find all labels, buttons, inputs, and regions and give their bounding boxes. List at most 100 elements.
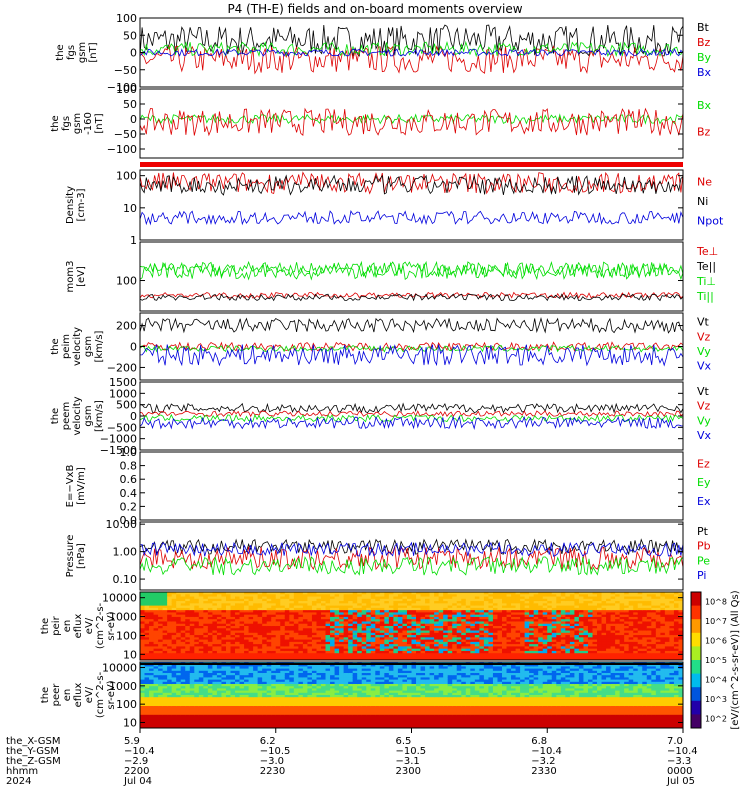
heatmap-cell xyxy=(406,639,413,643)
heatmap-cell xyxy=(302,719,308,722)
heatmap-cell xyxy=(316,666,322,670)
heatmap-cell xyxy=(416,639,422,643)
heatmap-cell xyxy=(235,598,241,602)
heatmap-cell xyxy=(443,603,449,607)
heatmap-cell xyxy=(307,673,313,676)
heatmap-cell xyxy=(583,657,589,661)
heatmap-cell xyxy=(597,632,603,636)
heatmap-cell xyxy=(533,635,539,638)
heatmap-cell xyxy=(212,596,218,600)
heatmap-cell xyxy=(619,603,625,607)
heatmap-cell xyxy=(171,598,177,602)
heatmap-cell xyxy=(167,628,173,632)
heatmap-cell xyxy=(361,657,367,661)
heatmap-cell xyxy=(497,601,503,604)
y-tick-label: 100 xyxy=(116,12,137,25)
heatmap-cell xyxy=(225,695,232,698)
y-axis-label: [nT] xyxy=(88,42,99,62)
heatmap-cell xyxy=(248,655,254,659)
heatmap-cell xyxy=(167,725,173,729)
heatmap-cell xyxy=(244,612,250,616)
heatmap-cell xyxy=(253,628,259,632)
heatmap-cell xyxy=(271,675,277,678)
heatmap-cell xyxy=(171,648,177,652)
heatmap-cell xyxy=(144,712,150,716)
heatmap-cell xyxy=(262,695,268,698)
heatmap-cell xyxy=(189,598,195,602)
heatmap-cell xyxy=(212,655,218,659)
heatmap-cell xyxy=(366,635,372,638)
heatmap-cell xyxy=(370,653,376,656)
heatmap-cell xyxy=(461,630,467,634)
heatmap-cell xyxy=(678,592,684,595)
heatmap-cell xyxy=(533,607,539,611)
heatmap-cell xyxy=(144,605,150,609)
heatmap-cell xyxy=(262,725,268,729)
heatmap-cell xyxy=(483,653,489,656)
heatmap-cell xyxy=(384,612,390,616)
heatmap-cell xyxy=(474,614,480,618)
heatmap-cell xyxy=(311,664,317,667)
heatmap-cell xyxy=(592,650,598,654)
heatmap-cell xyxy=(524,646,530,650)
heatmap-cell xyxy=(669,614,675,618)
heatmap-cell xyxy=(298,666,304,670)
heatmap-cell xyxy=(538,605,544,609)
heatmap-cell xyxy=(244,644,250,647)
heatmap-cell xyxy=(307,681,313,685)
heatmap-cell xyxy=(447,621,453,625)
heatmap-cell xyxy=(339,648,345,652)
heatmap-cell xyxy=(660,628,666,632)
heatmap-cell xyxy=(158,616,164,620)
heatmap-cell xyxy=(244,692,250,696)
heatmap-cell xyxy=(569,650,575,654)
heatmap-cell xyxy=(239,626,245,629)
heatmap-cell xyxy=(529,653,535,656)
heatmap-cell xyxy=(343,626,349,629)
heatmap-cell xyxy=(216,592,222,595)
heatmap-cell xyxy=(284,630,290,634)
heatmap-cell xyxy=(158,677,164,681)
heatmap-cell xyxy=(565,626,571,629)
heatmap-cell xyxy=(587,630,594,634)
heatmap-cell xyxy=(452,632,458,636)
heatmap-cell xyxy=(284,706,290,709)
heatmap-cell xyxy=(298,607,304,611)
heatmap-cell xyxy=(203,639,209,643)
heatmap-cell xyxy=(470,639,476,643)
heatmap-cell xyxy=(248,635,254,638)
heatmap-cell xyxy=(348,628,354,632)
heatmap-cell xyxy=(556,601,562,604)
heatmap-cell xyxy=(511,596,517,600)
heatmap-cell xyxy=(239,650,245,654)
heatmap-cell xyxy=(334,605,340,609)
heatmap-cell xyxy=(302,664,308,667)
heatmap-cell xyxy=(420,648,426,652)
heatmap-cell xyxy=(144,630,150,634)
heatmap-cell xyxy=(293,616,299,620)
heatmap-cell xyxy=(538,650,544,654)
heatmap-cell xyxy=(601,630,607,634)
heatmap-cell xyxy=(366,619,372,622)
series-line-peim-velocity-0 xyxy=(139,317,684,334)
heatmap-cell xyxy=(443,637,449,641)
heatmap-cell xyxy=(610,655,616,659)
heatmap-cell xyxy=(189,607,195,611)
heatmap-cell xyxy=(461,601,467,604)
heatmap-cell xyxy=(194,605,200,609)
heatmap-cell xyxy=(633,648,639,652)
heatmap-cell xyxy=(189,623,195,627)
heatmap-cell xyxy=(289,681,295,685)
heatmap-cell xyxy=(207,596,213,600)
heatmap-cell xyxy=(144,603,150,607)
heatmap-cell xyxy=(339,650,345,654)
heatmap-cell xyxy=(556,641,562,645)
heatmap-cell xyxy=(207,710,213,714)
heatmap-cell xyxy=(406,603,413,607)
heatmap-cell xyxy=(266,684,272,687)
heatmap-cell xyxy=(406,626,413,629)
heatmap-cell xyxy=(524,610,530,613)
heatmap-cell xyxy=(221,695,227,698)
heatmap-cell xyxy=(153,666,159,670)
heatmap-cell xyxy=(216,644,222,647)
